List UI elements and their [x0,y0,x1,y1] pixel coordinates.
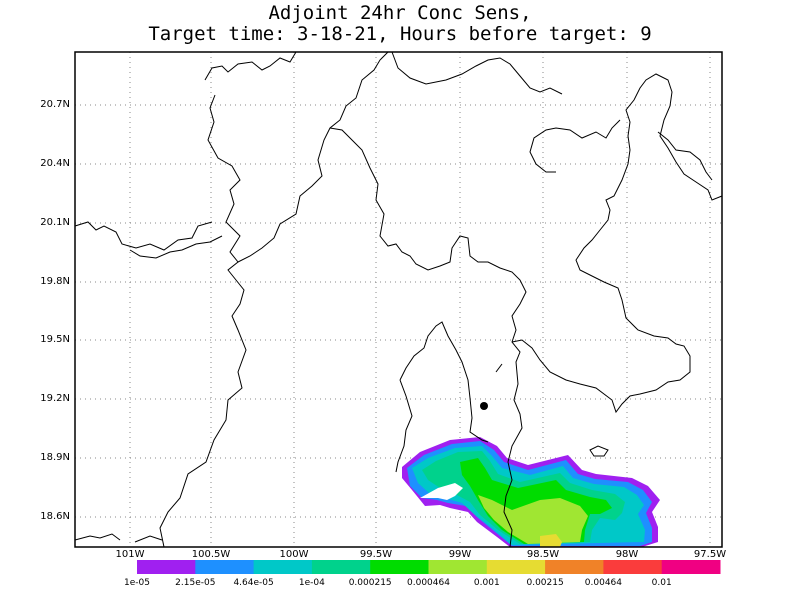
colorbar-swatch [661,560,721,574]
latitude-label: 20.4N [40,158,70,169]
map-title-line1: Adjoint 24hr Conc Sens, [268,2,532,24]
target-point [480,402,488,410]
colorbar [137,560,721,574]
colorbar-swatch [253,560,313,574]
colorbar-label: 1e-05 [124,578,150,588]
latitude-label: 18.9N [40,452,70,463]
longitude-label: 99.5W [359,549,393,560]
colorbar-swatch [311,560,371,574]
colorbar-label: 4.64e-05 [233,578,274,588]
colorbar-swatch [603,560,663,574]
longitude-label: 98W [615,549,639,560]
colorbar-label: 0.00464 [584,578,622,588]
colorbar-label: 2.15e-05 [175,578,216,588]
colorbar-label: 0.001 [473,578,500,588]
colorbar-swatch [545,560,604,574]
longitude-label: 99W [448,549,472,560]
colorbar-label: 1e-04 [298,578,325,588]
longitude-label: 100W [279,549,309,560]
latitude-label: 19.8N [40,276,70,287]
sensitivity-plume [402,437,660,547]
colorbar-label: 0.000464 [407,578,450,588]
plume-cutout [420,483,463,500]
plume-level-7 [540,534,562,547]
colorbar-swatch [195,560,255,574]
colorbar-label: 0.00215 [526,578,564,588]
latitude-label: 18.6N [40,511,70,522]
grid-lines [75,52,722,547]
latitude-label: 20.1N [40,217,70,228]
colorbar-swatch [428,560,488,574]
colorbar-swatch [370,560,429,574]
longitude-label: 100.5W [191,549,231,560]
latitude-label: 19.2N [40,393,70,404]
latitude-label: 19.5N [40,334,70,345]
longitude-label: 101W [115,549,145,560]
map-frame [74,51,723,548]
plume-level-6 [478,495,588,544]
longitude-label: 97.5W [693,549,727,560]
colorbar-label: 0.000215 [348,578,392,588]
latitude-label: 20.7N [40,99,70,110]
longitude-label: 98.5W [526,549,560,560]
map-title-line2: Target time: 3-18-21, Hours before targe… [148,23,652,45]
colorbar-label: 0.01 [651,578,672,588]
colorbar-swatch [137,560,196,574]
colorbar-swatch [486,560,546,574]
state-boundaries [74,51,723,548]
